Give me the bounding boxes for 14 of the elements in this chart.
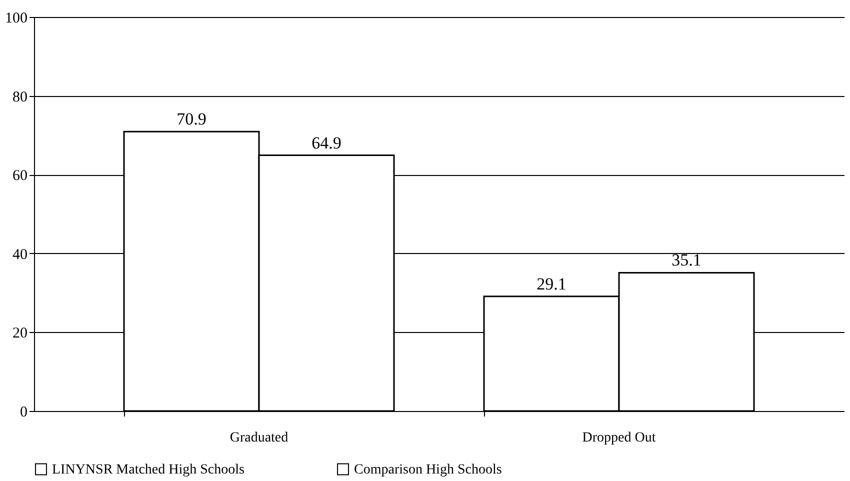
y-tick-label: 60 xyxy=(12,168,28,184)
y-tick-label: 100 xyxy=(5,10,28,26)
x-tick-label: Dropped Out xyxy=(582,430,656,446)
legend-label: LINYNSR Matched High Schools xyxy=(52,462,244,478)
y-tick-label: 40 xyxy=(12,246,28,263)
x-tick-label: Graduated xyxy=(230,430,288,446)
data-label: 70.9 xyxy=(176,110,206,129)
y-tick-label: 80 xyxy=(12,89,28,106)
legend-label: Comparison High Schools xyxy=(354,462,502,478)
data-label: 35.1 xyxy=(672,250,702,270)
data-label: 64.9 xyxy=(312,133,342,152)
y-tick-label: 20 xyxy=(12,326,28,342)
data-label: 29.1 xyxy=(536,274,566,294)
y-tick-label: 0 xyxy=(20,404,28,420)
